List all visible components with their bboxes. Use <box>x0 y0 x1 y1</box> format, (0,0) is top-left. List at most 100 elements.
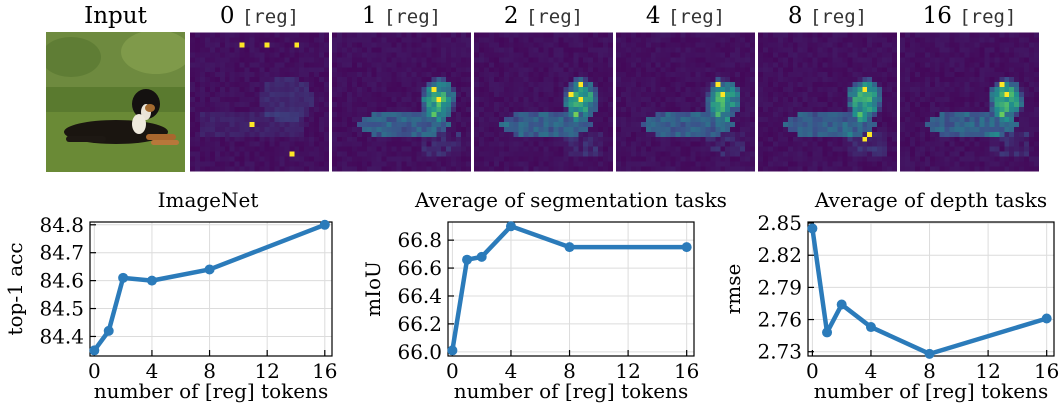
register-token-tag: [reg] <box>383 6 442 28</box>
register-token-tag: [reg] <box>525 6 584 28</box>
input-column-title: Input <box>46 2 185 30</box>
plot-frame <box>447 221 695 357</box>
register-count: 1 <box>361 3 384 29</box>
register-token-tag: [reg] <box>959 6 1017 28</box>
register-count: 16 <box>922 3 960 29</box>
register-token-tag: [reg] <box>809 6 868 28</box>
line-charts: ImageNet 0 4 8 12 16 84.4 84.5 84.6 84.7 84.8 numbe… <box>3 188 1059 403</box>
attention-map <box>474 32 613 172</box>
attention-heatmap <box>758 32 897 172</box>
data-point <box>476 251 487 262</box>
plot-frame <box>89 221 333 357</box>
map-column-title: 8 [reg] <box>758 2 897 31</box>
x-axis-label: number of [reg] tokens <box>814 379 1048 403</box>
x-axis-label: number of [reg] tokens <box>454 379 688 403</box>
y-tick-label: 2.73 <box>757 340 802 364</box>
attention-map <box>900 32 1039 172</box>
series-line <box>450 223 689 353</box>
chart-panel: Average of segmentation tasks 0 4 8 12 16 66.0… <box>361 188 727 403</box>
input-label: Input <box>84 3 147 29</box>
attention-map <box>758 32 897 172</box>
y-tick-label: 84.7 <box>39 241 84 265</box>
x-tick-label: 0 <box>806 359 819 383</box>
x-tick-label: 8 <box>203 359 216 383</box>
data-point <box>924 348 935 359</box>
attention-heatmap <box>900 32 1039 172</box>
data-point <box>836 299 847 310</box>
y-tick-label: 66.8 <box>397 228 442 252</box>
chart-panel: Average of depth tasks 0 4 8 12 16 2.73 2.76 2.7… <box>721 188 1059 403</box>
y-tick-label: 66.6 <box>397 256 442 280</box>
attention-map <box>332 32 471 172</box>
data-point <box>681 242 692 253</box>
data-point <box>319 219 330 230</box>
attention-heatmap <box>616 32 755 172</box>
map-column-title: 4 [reg] <box>616 2 755 31</box>
x-tick-label: 4 <box>505 359 518 383</box>
data-point <box>1041 313 1052 324</box>
register-count: 8 <box>787 3 810 29</box>
attention-heatmap <box>332 32 471 172</box>
y-tick-label: 84.4 <box>39 324 84 348</box>
data-point <box>822 327 833 338</box>
y-tick-label: 84.5 <box>39 297 84 321</box>
data-point <box>447 345 458 356</box>
plot-frame <box>807 221 1055 357</box>
map-column-title: 0 [reg] <box>190 2 329 31</box>
y-tick-label: 66.2 <box>397 312 442 336</box>
data-point <box>204 264 215 275</box>
x-tick-label: 12 <box>615 359 640 383</box>
register-token-tag: [reg] <box>667 6 726 28</box>
register-token-tag: [reg] <box>241 6 300 28</box>
register-count: 0 <box>219 3 242 29</box>
y-tick-label: 2.85 <box>757 211 802 235</box>
map-column-title: 2 [reg] <box>474 2 613 31</box>
y-axis-label: top-1 acc <box>3 242 27 335</box>
map-column-title: 1 [reg] <box>332 2 471 31</box>
x-tick-label: 4 <box>865 359 878 383</box>
x-tick-label: 12 <box>254 359 279 383</box>
input-dog-photo <box>46 32 185 172</box>
attention-heatmap <box>190 32 329 172</box>
data-point <box>865 322 876 333</box>
register-count: 2 <box>503 3 526 29</box>
y-tick-label: 2.79 <box>757 275 802 299</box>
register-count: 4 <box>645 3 668 29</box>
x-tick-label: 4 <box>146 359 159 383</box>
x-axis-label: number of [reg] tokens <box>94 379 328 403</box>
y-tick-label: 66.0 <box>397 340 442 364</box>
x-tick-label: 12 <box>975 359 1000 383</box>
x-tick-label: 0 <box>88 359 101 383</box>
y-tick-label: 2.76 <box>757 308 802 332</box>
chart-title: Average of depth tasks <box>814 188 1047 212</box>
attention-map <box>190 32 329 172</box>
data-point <box>462 254 473 265</box>
data-point <box>505 221 516 232</box>
data-point <box>118 272 129 283</box>
x-tick-label: 16 <box>674 359 699 383</box>
y-tick-label: 66.4 <box>397 284 442 308</box>
map-column-title: 16 [reg] <box>900 2 1039 31</box>
chart-title: ImageNet <box>158 188 259 212</box>
chart-title: Average of segmentation tasks <box>414 188 727 212</box>
data-point <box>146 275 157 286</box>
data-point <box>807 223 818 234</box>
data-point <box>564 242 575 253</box>
data-point <box>89 345 100 356</box>
chart-panel: ImageNet 0 4 8 12 16 84.4 84.5 84.6 84.7 84.8 numbe… <box>3 188 338 403</box>
y-tick-label: 2.82 <box>757 243 802 267</box>
y-axis-label: mIoU <box>361 261 385 317</box>
dog-photo-illustration <box>46 32 185 172</box>
attention-heatmap <box>474 32 613 172</box>
attention-map <box>616 32 755 172</box>
x-tick-label: 8 <box>563 359 576 383</box>
y-tick-label: 84.8 <box>39 213 84 237</box>
y-tick-label: 84.6 <box>39 269 84 293</box>
x-tick-label: 8 <box>923 359 936 383</box>
series-line <box>810 226 1049 357</box>
x-tick-label: 0 <box>446 359 459 383</box>
x-tick-label: 16 <box>312 359 337 383</box>
y-axis-label: rmse <box>721 264 745 315</box>
x-tick-label: 16 <box>1034 359 1059 383</box>
data-point <box>103 325 114 336</box>
